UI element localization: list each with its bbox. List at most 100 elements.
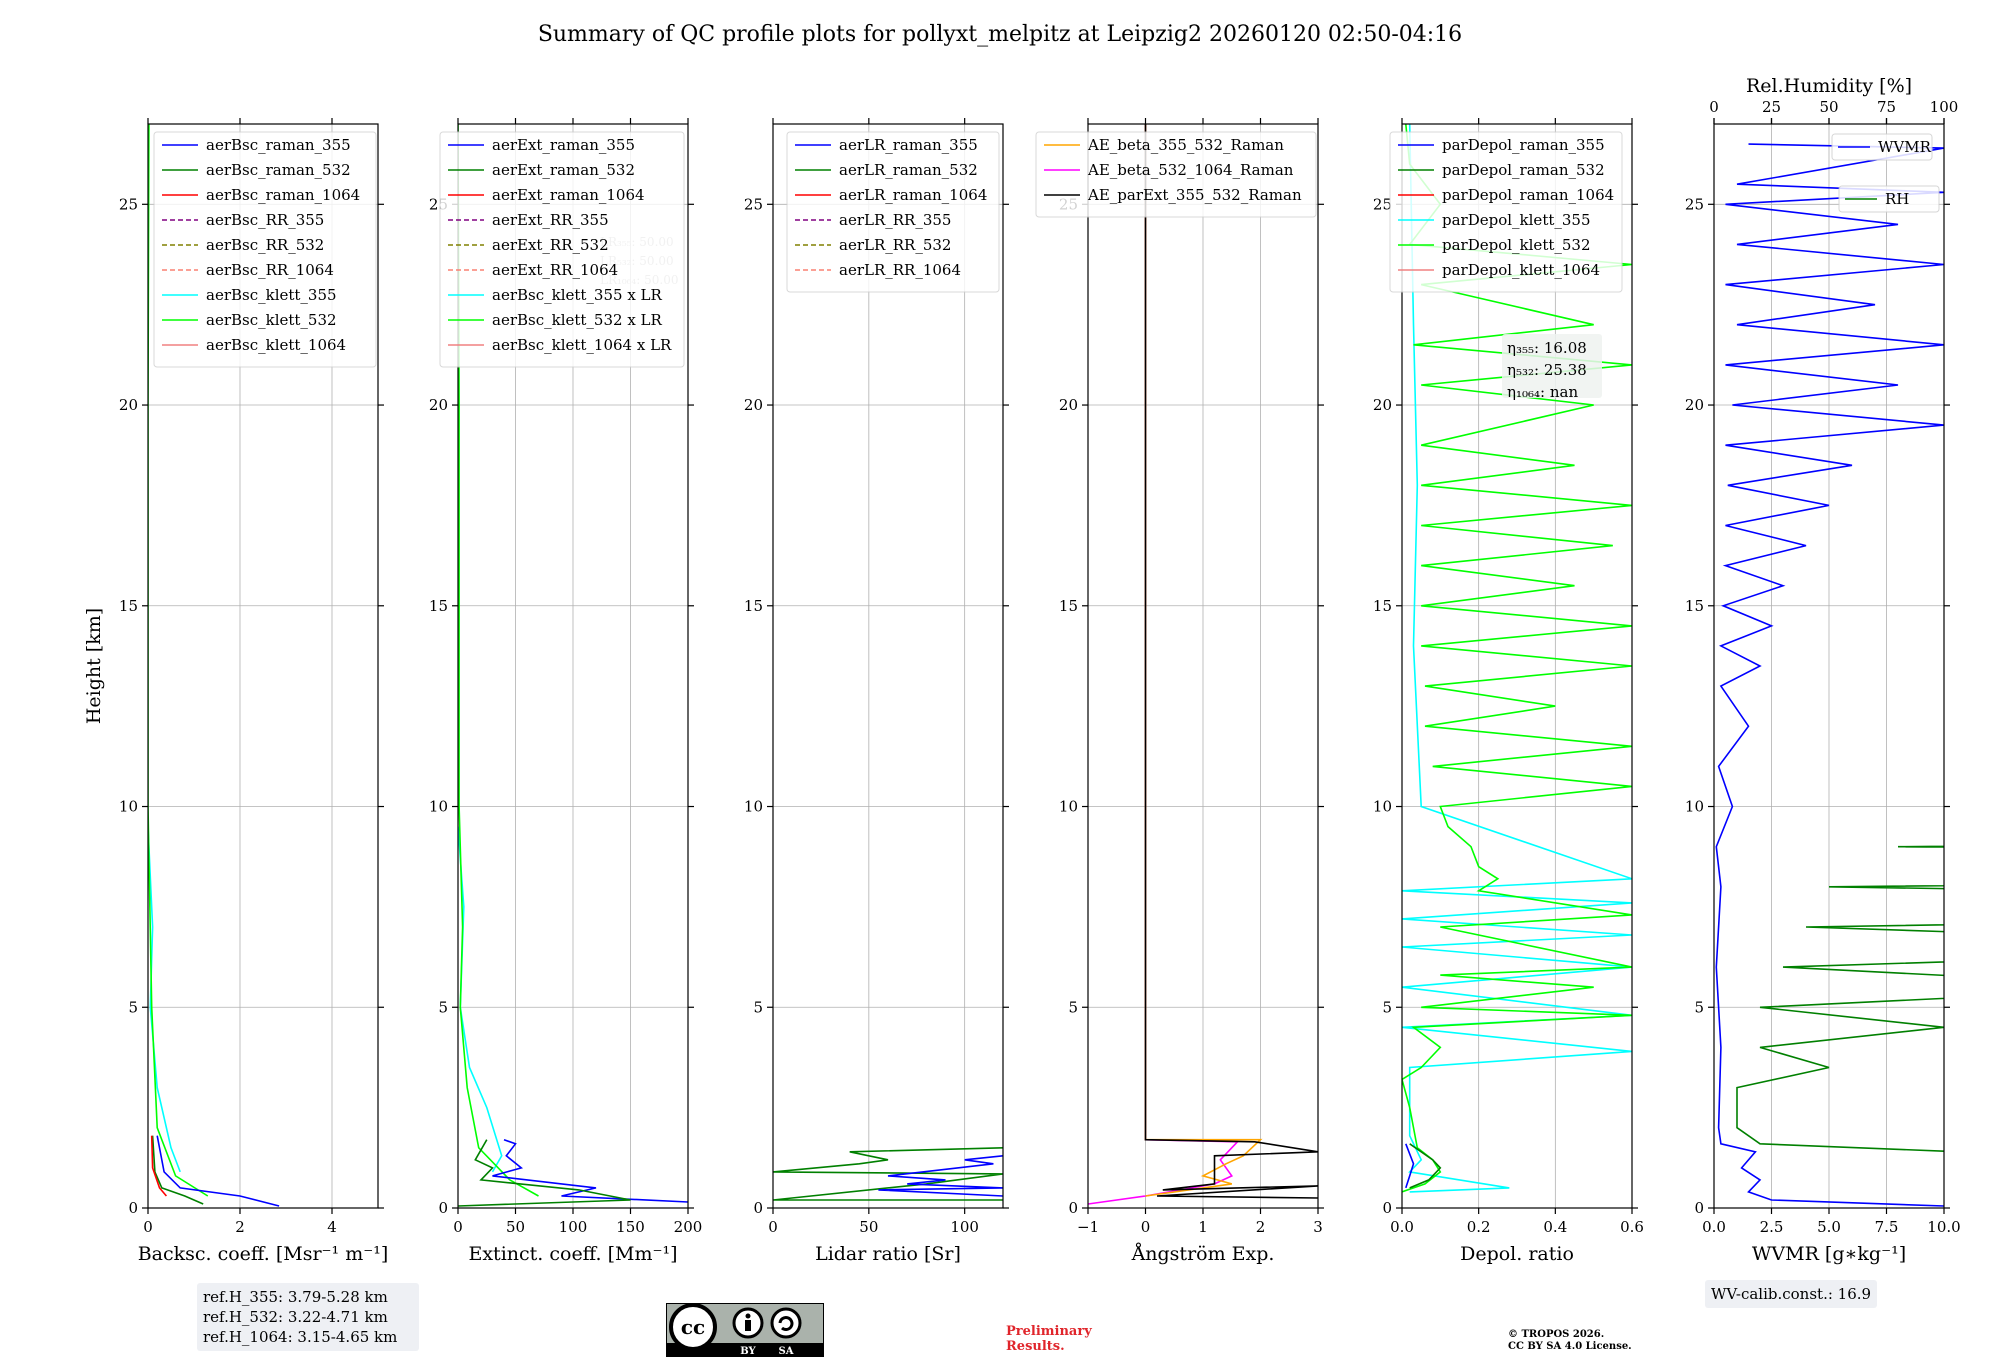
y-tick-label: 20: [119, 396, 138, 414]
legend-label: RH: [1885, 190, 1909, 208]
refh-1064: ref.H_1064: 3.15-4.65 km: [203, 1328, 398, 1346]
series-line-aerBsc_klett_355: [148, 826, 181, 1173]
legend-box: [1035, 131, 1317, 218]
copyright-note: © TROPOS 2026. CC BY SA 4.0 License.: [1508, 1329, 1632, 1353]
y-tick-label: 10: [1059, 798, 1078, 816]
page-title: Summary of QC profile plots for pollyxt_…: [537, 22, 1463, 47]
legend-label: aerBsc_raman_532: [206, 161, 351, 179]
by-label: BY: [740, 1346, 756, 1357]
series-line-WVMR: [1715, 143, 1944, 1207]
y-tick-label: 10: [119, 798, 138, 816]
legend-label: aerLR_RR_1064: [839, 261, 961, 279]
wv-calibration-box: WV-calib.const.: 16.9: [1705, 1280, 1878, 1308]
legend-label: aerExt_raman_355: [492, 136, 635, 154]
y-tick-label: 15: [744, 597, 763, 615]
series-line-aerBsc_klett_355 x LR: [458, 826, 503, 1173]
x-tick-label: 0.4: [1543, 1218, 1567, 1236]
y-tick-label: 5: [128, 998, 138, 1016]
series-group: [1715, 143, 1944, 1207]
y-tick-label: 20: [1685, 396, 1704, 414]
series-line-aerLR_raman_355: [878, 1155, 1003, 1197]
x-axis-label: WVMR [g∗kg⁻¹]: [1752, 1243, 1906, 1265]
eta-note: η₃₅₅: 16.08: [1507, 339, 1587, 357]
panel-wv: 0.0 2.5 5.0 7.5 10.0 0 5 10 15 20 25 WVMR [g∗kg⁻¹] 0…: [1685, 75, 1961, 1265]
x-tick-label: 200: [674, 1218, 703, 1236]
y-tick-label: 0: [753, 1199, 763, 1217]
legend-label: parDepol_raman_1064: [1442, 186, 1614, 204]
y-tick-label: 0: [438, 1199, 448, 1217]
legend-label: aerExt_RR_355: [492, 211, 609, 229]
panel-ae: −101230510152025Ångström Exp.AE_beta_355…: [1035, 118, 1324, 1265]
y-tick-label: 20: [744, 396, 763, 414]
legend-label: aerBsc_klett_532: [206, 311, 337, 329]
top-x-tick-label: 0: [1709, 98, 1719, 116]
top-x-axis-label: Rel.Humidity [%]: [1746, 75, 1912, 97]
x-tick-label: 50: [506, 1218, 525, 1236]
y-tick-label: 20: [1373, 396, 1392, 414]
x-axis-label: Extinct. coeff. [Mm⁻¹]: [468, 1243, 677, 1265]
x-tick-label: 100: [950, 1218, 979, 1236]
refh-355: ref.H_355: 3.79-5.28 km: [203, 1288, 388, 1306]
legend-label: parDepol_klett_355: [1442, 211, 1591, 229]
legend-box: [153, 131, 377, 368]
y-tick-label: 15: [429, 597, 448, 615]
x-tick-label: 50: [859, 1218, 878, 1236]
panel-lr: 0 50 100 0 5 10 15 20 25 Lidar ratio [Sr] aerLR_ra…: [744, 118, 1009, 1265]
x-axis-label: Backsc. coeff. [Msr⁻¹ m⁻¹]: [138, 1243, 389, 1265]
y-tick-label: 10: [744, 798, 763, 816]
legend-label: aerExt_RR_532: [492, 236, 609, 254]
legend-label: aerLR_raman_1064: [839, 186, 987, 204]
x-tick-label: 10.0: [1927, 1218, 1960, 1236]
legend-label: aerBsc_raman_355: [206, 136, 351, 154]
legend-box: [439, 131, 685, 368]
legend-label: aerExt_RR_1064: [492, 261, 618, 279]
legend-label: aerBsc_klett_355 x LR: [492, 286, 663, 304]
legend-label: aerBsc_klett_532 x LR: [492, 311, 663, 329]
y-tick-label: 5: [753, 998, 763, 1016]
eta-note: η₅₃₂: 25.38: [1507, 361, 1587, 379]
x-tick-label: 2: [1256, 1218, 1266, 1236]
series-line-aerLR_raman_532: [773, 1147, 1003, 1201]
legend-label: WVMR: [1878, 138, 1932, 156]
series-group: [1088, 124, 1318, 1205]
preliminary-line-2: Results.: [1006, 1339, 1065, 1354]
refh-532: ref.H_532: 3.22-4.71 km: [203, 1308, 388, 1326]
series-line-aerBsc_raman_532: [151, 1135, 204, 1205]
legend-label: aerBsc_klett_1064 x LR: [492, 336, 672, 354]
axes-frame: [1401, 123, 1633, 1209]
y-tick-label: 25: [119, 195, 138, 213]
x-tick-label: 7.5: [1875, 1218, 1899, 1236]
x-tick-label: 3: [1313, 1218, 1323, 1236]
legend-label: aerLR_raman_532: [839, 161, 978, 179]
y-tick-label: 25: [1373, 195, 1392, 213]
x-tick-label: 5.0: [1817, 1218, 1841, 1236]
y-tick-label: 0: [1382, 1199, 1392, 1217]
x-tick-label: 2.5: [1760, 1218, 1784, 1236]
legend-label: aerLR_raman_355: [839, 136, 978, 154]
y-tick-label: 10: [1685, 798, 1704, 816]
series-line-aerBsc_raman_1064: [150, 1135, 168, 1197]
legend-label: parDepol_raman_355: [1442, 136, 1605, 154]
legend-box: [786, 131, 1000, 293]
y-tick-label: 5: [438, 998, 448, 1016]
top-x-tick-label: 75: [1877, 98, 1896, 116]
top-x-tick-label: 100: [1930, 98, 1959, 116]
x-tick-label: −1: [1077, 1218, 1099, 1236]
x-tick-label: 0.2: [1467, 1218, 1491, 1236]
y-tick-label: 5: [1068, 998, 1078, 1016]
x-axis-label: Depol. ratio: [1460, 1243, 1574, 1265]
x-axis-label: Ångström Exp.: [1131, 1243, 1275, 1265]
legend-label: parDepol_raman_532: [1442, 161, 1605, 179]
axes-frame: [772, 123, 1004, 1209]
y-tick-label: 10: [1373, 798, 1392, 816]
series-line-aerBsc_klett_532: [148, 124, 209, 1197]
x-tick-label: 0.0: [1390, 1218, 1414, 1236]
x-axis-label: Lidar ratio [Sr]: [815, 1243, 961, 1265]
y-tick-label: 0: [128, 1199, 138, 1217]
x-tick-label: 0: [143, 1218, 153, 1236]
legend-label: parDepol_klett_1064: [1442, 261, 1600, 279]
eta-note: η₁₀₆₄: nan: [1507, 383, 1578, 401]
top-x-tick-label: 25: [1762, 98, 1781, 116]
legend-label: aerExt_raman_532: [492, 161, 635, 179]
